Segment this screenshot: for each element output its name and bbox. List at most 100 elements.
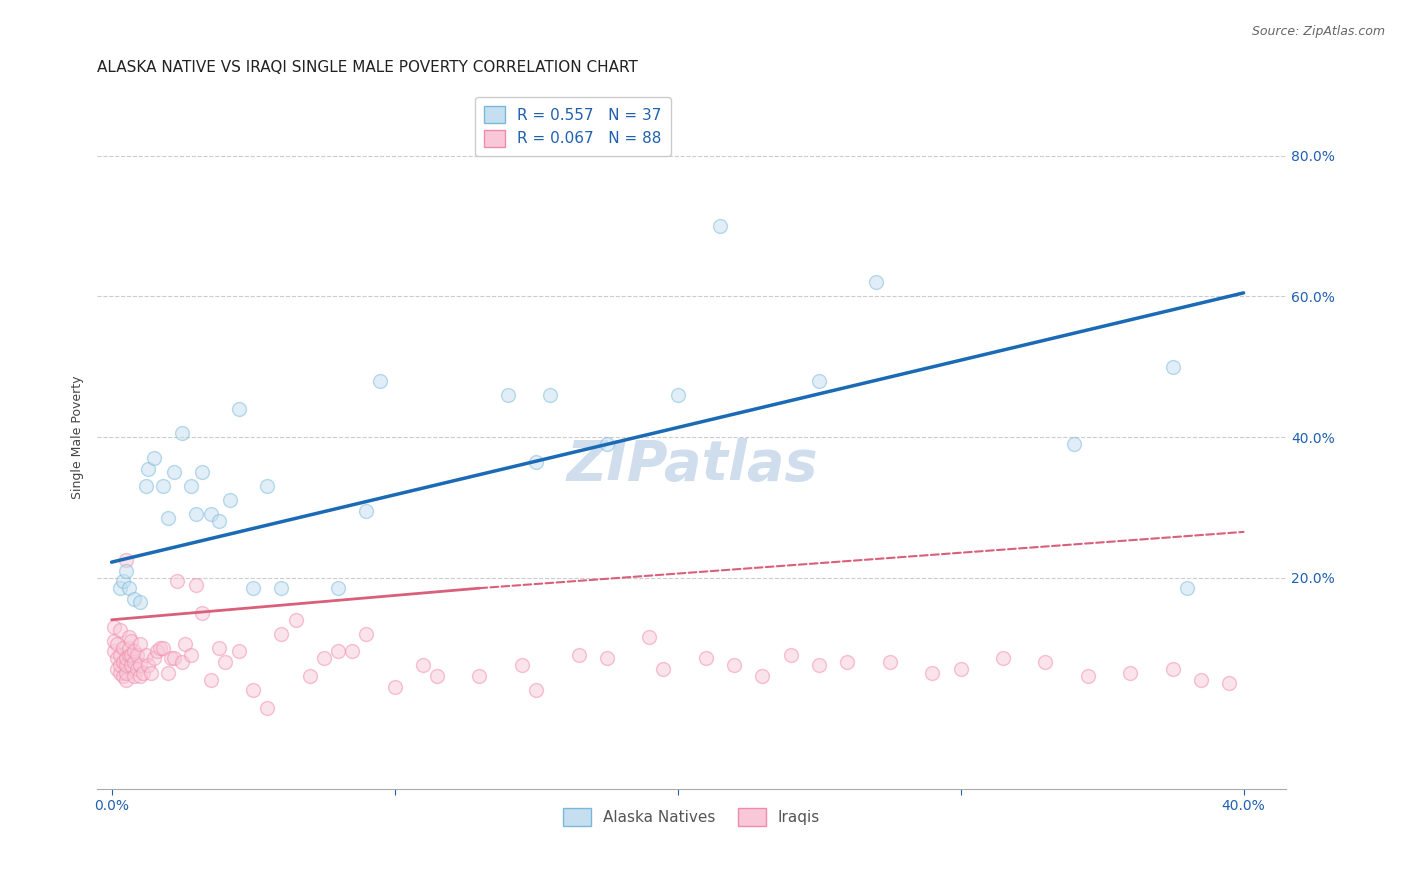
Point bbox=[1077, 669, 1099, 683]
Point bbox=[370, 374, 392, 388]
Point bbox=[326, 644, 349, 658]
Point bbox=[103, 620, 125, 634]
Point bbox=[270, 581, 292, 595]
Point bbox=[228, 401, 250, 416]
Point bbox=[143, 451, 166, 466]
Point bbox=[219, 493, 242, 508]
Point bbox=[1161, 662, 1184, 676]
Point bbox=[723, 658, 745, 673]
Point bbox=[166, 574, 188, 588]
Point bbox=[117, 581, 139, 595]
Point bbox=[125, 662, 148, 676]
Point bbox=[242, 581, 264, 595]
Point bbox=[122, 591, 145, 606]
Point bbox=[180, 479, 202, 493]
Point bbox=[141, 665, 163, 680]
Point bbox=[837, 655, 859, 669]
Point bbox=[186, 577, 208, 591]
Point bbox=[709, 219, 731, 233]
Point bbox=[991, 651, 1014, 665]
Point bbox=[1119, 665, 1142, 680]
Text: ALASKA NATIVE VS IRAQI SINGLE MALE POVERTY CORRELATION CHART: ALASKA NATIVE VS IRAQI SINGLE MALE POVER… bbox=[97, 60, 638, 75]
Text: ZIPatlas: ZIPatlas bbox=[567, 438, 817, 492]
Legend: Alaska Natives, Iraqis: Alaska Natives, Iraqis bbox=[555, 801, 828, 834]
Point bbox=[172, 426, 194, 441]
Y-axis label: Single Male Poverty: Single Male Poverty bbox=[72, 376, 84, 499]
Point bbox=[298, 669, 321, 683]
Point bbox=[117, 640, 139, 655]
Point bbox=[865, 276, 887, 290]
Point bbox=[949, 662, 972, 676]
Point bbox=[242, 683, 264, 698]
Point bbox=[163, 465, 186, 479]
Point bbox=[356, 504, 378, 518]
Point bbox=[105, 662, 128, 676]
Point bbox=[114, 658, 136, 673]
Point bbox=[356, 627, 378, 641]
Point bbox=[117, 631, 139, 645]
Point bbox=[111, 669, 134, 683]
Point bbox=[172, 655, 194, 669]
Point bbox=[180, 648, 202, 662]
Point bbox=[103, 644, 125, 658]
Point bbox=[157, 665, 180, 680]
Point bbox=[128, 595, 150, 609]
Point bbox=[312, 651, 335, 665]
Point bbox=[228, 644, 250, 658]
Point bbox=[128, 637, 150, 651]
Point bbox=[186, 508, 208, 522]
Point bbox=[567, 648, 589, 662]
Point bbox=[751, 669, 773, 683]
Point bbox=[200, 508, 222, 522]
Point bbox=[191, 606, 214, 620]
Text: Source: ZipAtlas.com: Source: ZipAtlas.com bbox=[1251, 25, 1385, 38]
Point bbox=[152, 479, 174, 493]
Point bbox=[174, 637, 197, 651]
Point bbox=[200, 673, 222, 687]
Point bbox=[256, 479, 278, 493]
Point bbox=[135, 648, 157, 662]
Point bbox=[256, 700, 278, 714]
Point bbox=[120, 633, 142, 648]
Point bbox=[779, 648, 801, 662]
Point bbox=[1161, 359, 1184, 374]
Point bbox=[284, 613, 307, 627]
Point bbox=[138, 658, 160, 673]
Point bbox=[208, 640, 231, 655]
Point bbox=[808, 374, 831, 388]
Point bbox=[638, 631, 661, 645]
Point bbox=[135, 479, 157, 493]
Point bbox=[105, 637, 128, 651]
Point bbox=[108, 581, 131, 595]
Point bbox=[128, 658, 150, 673]
Point bbox=[160, 651, 183, 665]
Point bbox=[496, 388, 519, 402]
Point bbox=[538, 388, 561, 402]
Point bbox=[108, 665, 131, 680]
Point bbox=[149, 640, 172, 655]
Point bbox=[340, 644, 363, 658]
Point bbox=[105, 651, 128, 665]
Point bbox=[524, 683, 547, 698]
Point bbox=[666, 388, 689, 402]
Point bbox=[114, 673, 136, 687]
Point bbox=[103, 633, 125, 648]
Point bbox=[120, 648, 142, 662]
Point bbox=[163, 651, 186, 665]
Point bbox=[157, 511, 180, 525]
Point bbox=[108, 624, 131, 638]
Point bbox=[138, 461, 160, 475]
Point bbox=[128, 669, 150, 683]
Point bbox=[111, 640, 134, 655]
Point bbox=[132, 665, 155, 680]
Point bbox=[270, 627, 292, 641]
Point bbox=[596, 651, 619, 665]
Point bbox=[152, 640, 174, 655]
Point bbox=[384, 680, 406, 694]
Point bbox=[510, 658, 533, 673]
Point bbox=[108, 658, 131, 673]
Point bbox=[143, 651, 166, 665]
Point bbox=[122, 655, 145, 669]
Point bbox=[524, 455, 547, 469]
Point bbox=[214, 655, 236, 669]
